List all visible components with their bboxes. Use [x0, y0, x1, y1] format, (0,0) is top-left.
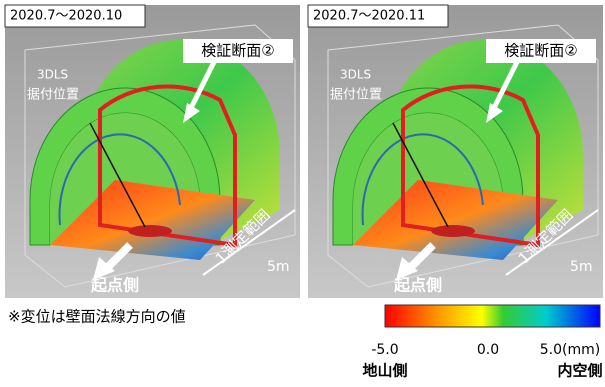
colorbar-label: 0.0	[477, 342, 499, 358]
colorbar-side: 地山側	[362, 362, 407, 380]
period: 2020.7～2020.10	[10, 9, 122, 24]
scanner-label: 3DLS	[37, 68, 68, 82]
colorbar-label: -5.0	[371, 342, 398, 358]
panel-left: 2020.7～2020.10 検証断面② 3DLS 据付位置 1測定範囲 5m …	[5, 5, 300, 298]
length-label: 5m	[267, 259, 290, 275]
colorbar-side: 内空側	[557, 362, 602, 380]
colorbar-label: 5.0(mm)	[540, 342, 600, 358]
start-label: 起点側	[90, 276, 139, 295]
panel-right: 2020.7～2020.11 検証断面② 3DLS 据付位置 1測定範囲 5m …	[308, 5, 603, 298]
section-label: 検証断面②	[504, 42, 577, 60]
colorbar	[385, 305, 600, 327]
scanner-label: 据付位置	[330, 88, 382, 103]
figure: 2020.7～2020.10 検証断面② 3DLS 据付位置 1測定範囲 5m …	[0, 0, 605, 383]
period: 2020.7～2020.11	[313, 9, 425, 24]
section-label: 検証断面②	[201, 42, 274, 60]
scanner-label: 据付位置	[27, 88, 79, 103]
start-label: 起点側	[393, 276, 442, 295]
note: ※変位は壁面法線方向の値	[8, 308, 186, 326]
length-label: 5m	[570, 259, 593, 275]
scanner-label: 3DLS	[340, 68, 371, 82]
